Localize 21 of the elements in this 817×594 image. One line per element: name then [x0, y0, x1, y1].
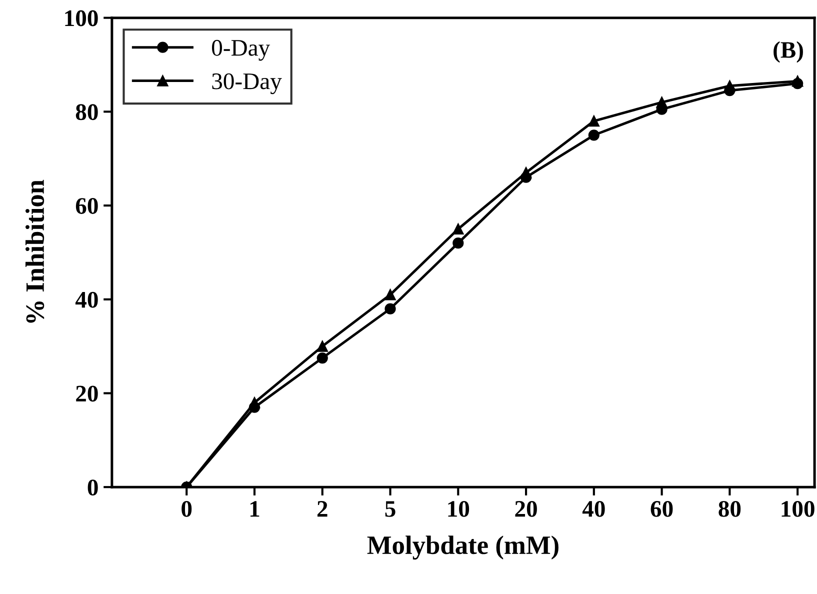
y-tick-label: 80: [76, 104, 98, 120]
y-tick-label: 20: [76, 386, 98, 402]
x-tick-label: 2: [317, 501, 328, 517]
x-tick-label: 60: [650, 500, 673, 517]
y-tick-label: 0: [88, 480, 98, 496]
y-tick-label: 100: [65, 10, 98, 26]
y-tick-label: 60: [76, 198, 98, 214]
y-tick-label: 40: [75, 292, 98, 308]
y-axis-title: % Inhibition: [26, 180, 44, 323]
x-tick-label: 80: [718, 500, 741, 517]
x-tick-label: 0: [182, 500, 192, 517]
x-tick-label: 20: [515, 500, 537, 517]
x-tick-label: 40: [582, 500, 605, 517]
legend-label: 0-Day: [212, 40, 270, 61]
legend-label: 30-Day: [212, 73, 282, 94]
x-tick-label: 5: [385, 501, 396, 517]
x-tick-label: 10: [448, 500, 470, 517]
annotation: (B): [774, 41, 803, 63]
x-tick-label: 100: [782, 500, 814, 517]
x-tick-label: 1: [250, 501, 260, 517]
x-axis-title: Molybdate (mM): [367, 536, 558, 560]
